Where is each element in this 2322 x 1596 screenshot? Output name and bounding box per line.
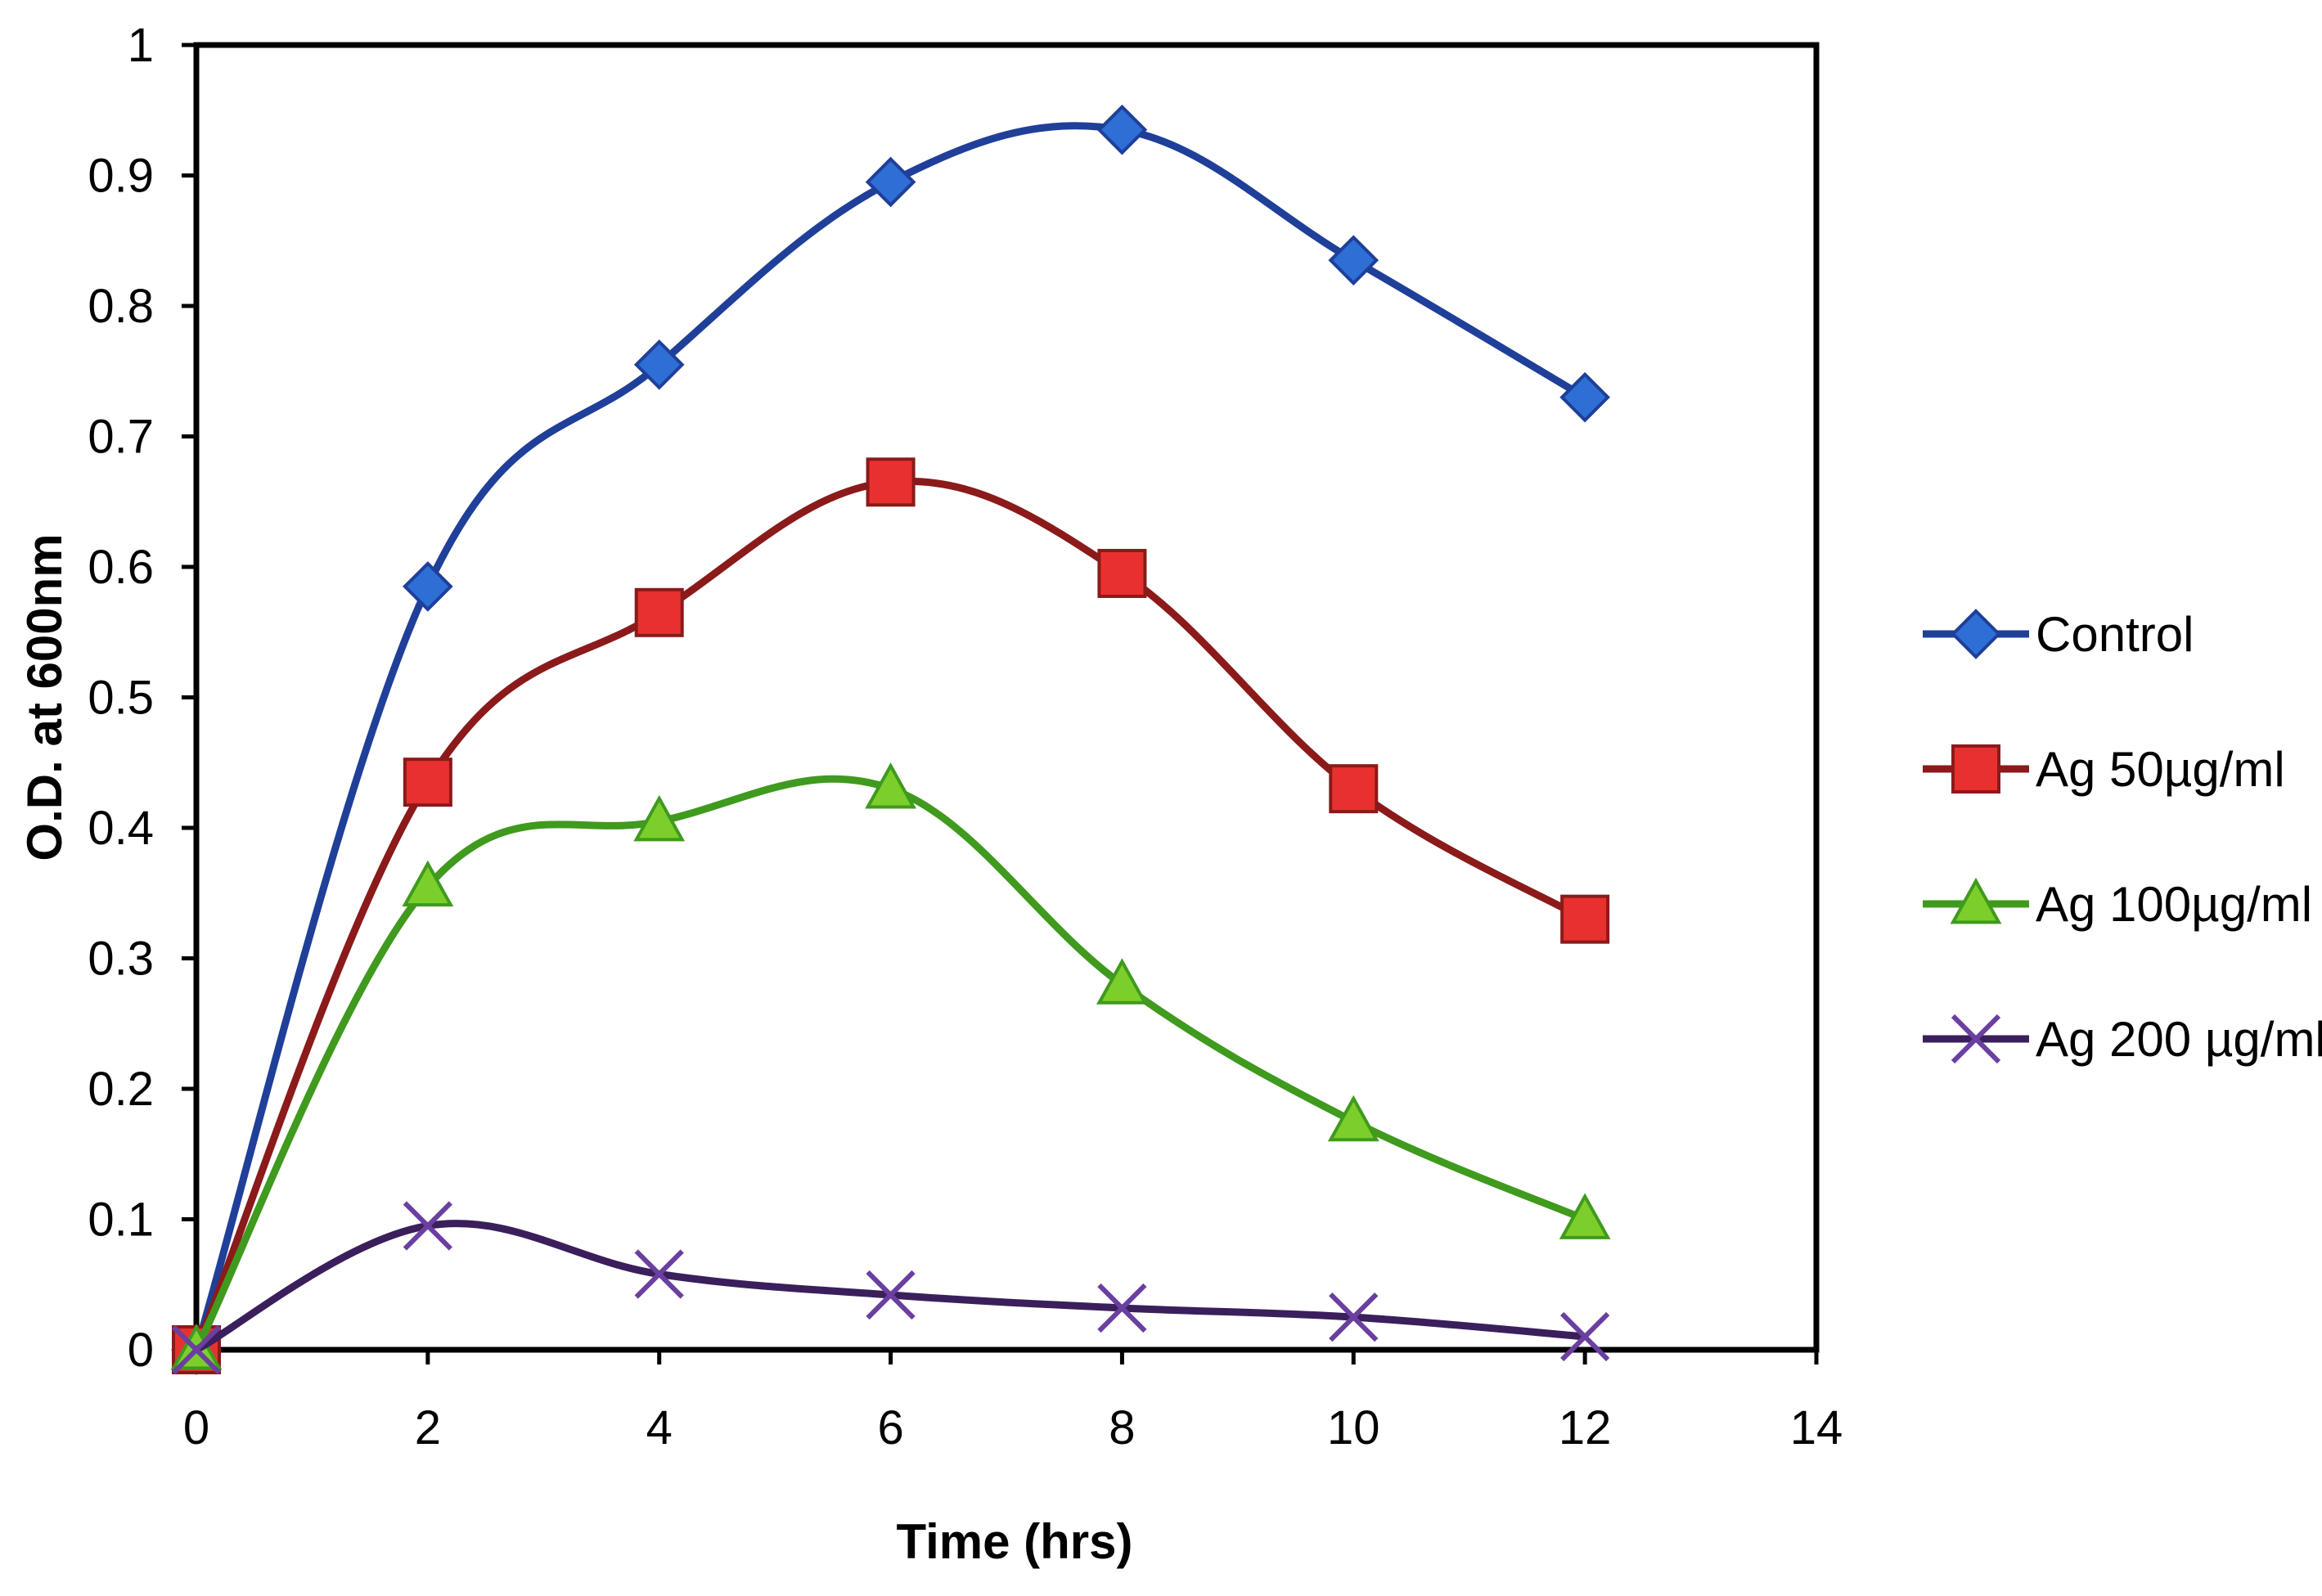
legend-label: Ag 200 µg/ml [2036, 1012, 2322, 1067]
x-tick-label: 4 [646, 1401, 673, 1454]
data-point [403, 758, 452, 807]
series-group [170, 104, 1611, 1375]
data-point [1329, 764, 1379, 814]
data-point [1559, 371, 1610, 423]
data-point [1096, 958, 1148, 1005]
y-tick-label: 0.5 [88, 672, 154, 725]
data-point [1329, 1293, 1379, 1342]
y-tick-label: 0.4 [88, 802, 154, 855]
x-tick-label: 12 [1559, 1401, 1612, 1454]
legend-marker [1951, 1014, 2001, 1064]
x-tick-label: 0 [183, 1401, 209, 1454]
data-point [866, 457, 916, 507]
data-point [1097, 548, 1147, 598]
x-tick-label: 8 [1109, 1401, 1135, 1454]
data-point [1327, 1095, 1379, 1142]
plot-frame [193, 42, 1820, 1353]
data-point [1097, 1283, 1147, 1333]
legend: Control Ag 50µg/ml Ag 100µg/ml Ag 200 µg/ml [1923, 607, 2322, 1067]
data-point [403, 1201, 452, 1251]
data-point [1560, 894, 1610, 944]
y-tick-label: 0.9 [88, 150, 154, 203]
y-tick-label: 0.6 [88, 541, 154, 594]
y-tick-label: 0 [128, 1324, 154, 1377]
data-point [403, 561, 453, 612]
data-point [402, 860, 454, 907]
data-point [633, 794, 686, 842]
legend-item: Ag 200 µg/ml [1923, 1012, 2322, 1067]
legend-label: Ag 100µg/ml [2036, 877, 2312, 932]
y-tick-label: 0.8 [88, 280, 154, 333]
x-tick-label: 2 [415, 1401, 441, 1454]
data-point [1328, 235, 1379, 286]
series-3 [171, 1201, 1610, 1375]
y-tick-label: 0.3 [88, 933, 154, 986]
x-tick-label: 10 [1327, 1401, 1380, 1454]
data-point [634, 1249, 684, 1299]
x-axis-title: Time (hrs) [897, 1514, 1133, 1569]
y-axis-title: O.D. at 600nm [17, 533, 72, 861]
series-line [192, 775, 1589, 1354]
data-point [171, 1324, 222, 1375]
legend-item: Control [1923, 607, 2194, 662]
legend-label: Control [2036, 607, 2194, 662]
legend-marker [1950, 877, 2002, 924]
legend-marker [1951, 609, 2001, 659]
legend-marker [1951, 744, 2000, 794]
y-tick-label: 1 [128, 19, 154, 72]
legend-item: Ag 50µg/ml [1923, 742, 2285, 797]
plot-area [193, 42, 1820, 1353]
data-point [633, 339, 685, 390]
data-point [1559, 1193, 1611, 1239]
legend-label: Ag 50µg/ml [2036, 742, 2285, 797]
x-tick-label: 14 [1790, 1401, 1843, 1454]
y-tick-label: 0.1 [88, 1194, 154, 1247]
y-tick-label: 0.7 [88, 411, 154, 464]
y-tick-label: 0.2 [88, 1063, 154, 1116]
data-point [865, 762, 916, 809]
data-point [634, 587, 684, 637]
data-point [1096, 104, 1148, 155]
series-line [192, 122, 1589, 1354]
data-point [1560, 1311, 1610, 1362]
data-point [866, 1270, 916, 1320]
x-tick-label: 6 [877, 1401, 903, 1454]
data-point [865, 156, 916, 208]
legend-item: Ag 100µg/ml [1923, 877, 2312, 932]
axes: 00.10.20.30.40.50.60.70.80.910 2 4 6 8 10 12 14… [17, 19, 1843, 1569]
